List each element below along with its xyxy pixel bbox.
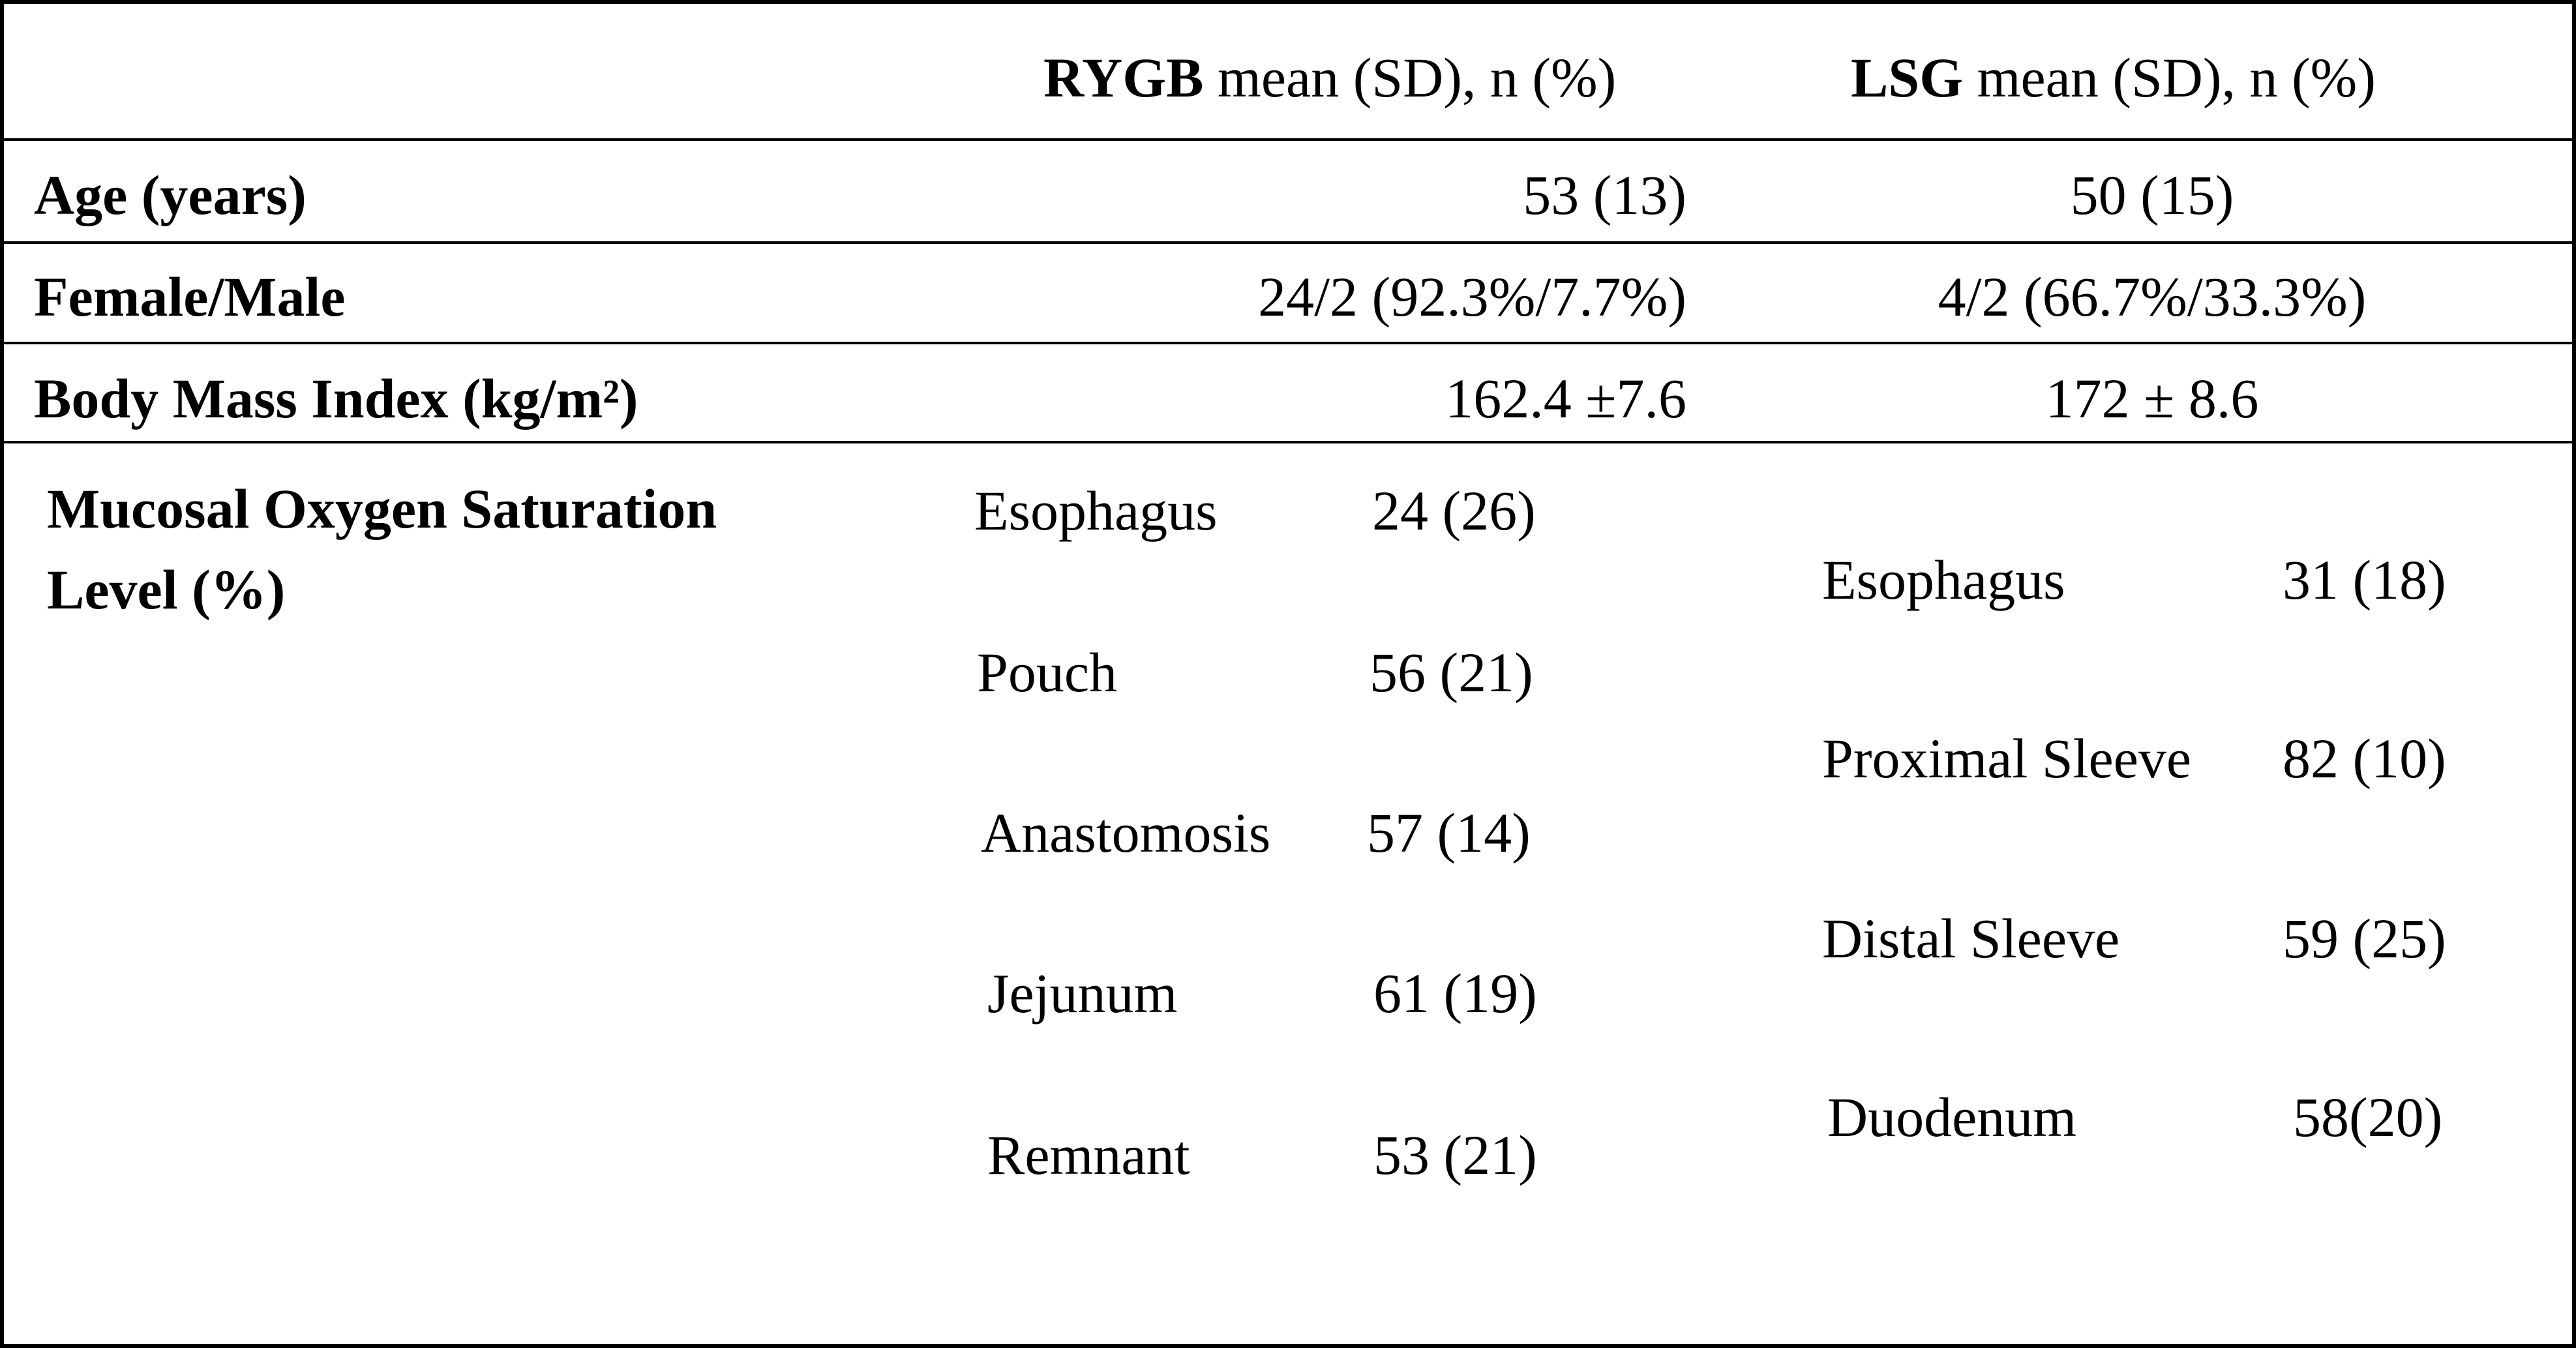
row-label-bmi: Body Mass Index (kg/m²)	[34, 367, 638, 430]
header-lsg: LSG mean (SD), n (%)	[1851, 50, 2376, 106]
rygb-site-jejunum: Jejunum	[987, 962, 1178, 1025]
header-rygb-group: RYGB	[1043, 46, 1204, 109]
lsg-site-distal-sleeve: Distal Sleeve	[1822, 907, 2120, 970]
row-label-age: Age (years)	[34, 164, 307, 226]
rygb-site-pouch: Pouch	[977, 641, 1117, 704]
row-label-sex: Female/Male	[34, 265, 346, 328]
lsg-site-duodenum: Duodenum	[1827, 1086, 2077, 1148]
lsg-value-esophagus: 31 (18)	[2283, 548, 2446, 611]
age-lsg-value: 50 (15)	[2070, 164, 2234, 226]
rygb-site-anastomosis: Anastomosis	[981, 801, 1271, 864]
rygb-value-jejunum: 61 (19)	[1373, 962, 1537, 1025]
row-rule-sex	[0, 342, 2576, 344]
bmi-rygb-value: 162.4 ±7.6	[1445, 367, 1686, 430]
header-lsg-measure: mean (SD), n (%)	[1963, 46, 2376, 109]
rygb-value-remnant: 53 (21)	[1373, 1124, 1537, 1186]
age-rygb-value: 53 (13)	[1523, 164, 1686, 226]
header-lsg-group: LSG	[1851, 46, 1964, 109]
sex-rygb-value: 24/2 (92.3%/7.7%)	[1258, 265, 1686, 328]
rygb-value-pouch: 56 (21)	[1370, 641, 1533, 704]
row-rule-age	[0, 241, 2576, 244]
rygb-value-anastomosis: 57 (14)	[1367, 801, 1531, 864]
rygb-site-remnant: Remnant	[987, 1124, 1190, 1186]
lsg-value-distal-sleeve: 59 (25)	[2283, 907, 2446, 970]
mucosal-label-line2: Level (%)	[47, 558, 286, 621]
rygb-value-esophagus: 24 (26)	[1372, 479, 1536, 542]
header-rygb-measure: mean (SD), n (%)	[1203, 46, 1617, 109]
lsg-site-esophagus: Esophagus	[1822, 548, 2065, 611]
lsg-value-proximal-sleeve: 82 (10)	[2283, 727, 2446, 790]
row-rule-bmi	[0, 441, 2576, 443]
lsg-value-duodenum: 58(20)	[2293, 1086, 2443, 1148]
mucosal-label-line1: Mucosal Oxygen Saturation	[47, 477, 717, 540]
rygb-site-esophagus: Esophagus	[974, 479, 1218, 542]
bmi-lsg-value: 172 ± 8.6	[2045, 367, 2259, 430]
sex-lsg-value: 4/2 (66.7%/33.3%)	[1938, 265, 2367, 328]
lsg-site-proximal-sleeve: Proximal Sleeve	[1822, 727, 2192, 790]
header-rygb: RYGB mean (SD), n (%)	[1043, 50, 1616, 106]
header-rule	[0, 138, 2576, 141]
